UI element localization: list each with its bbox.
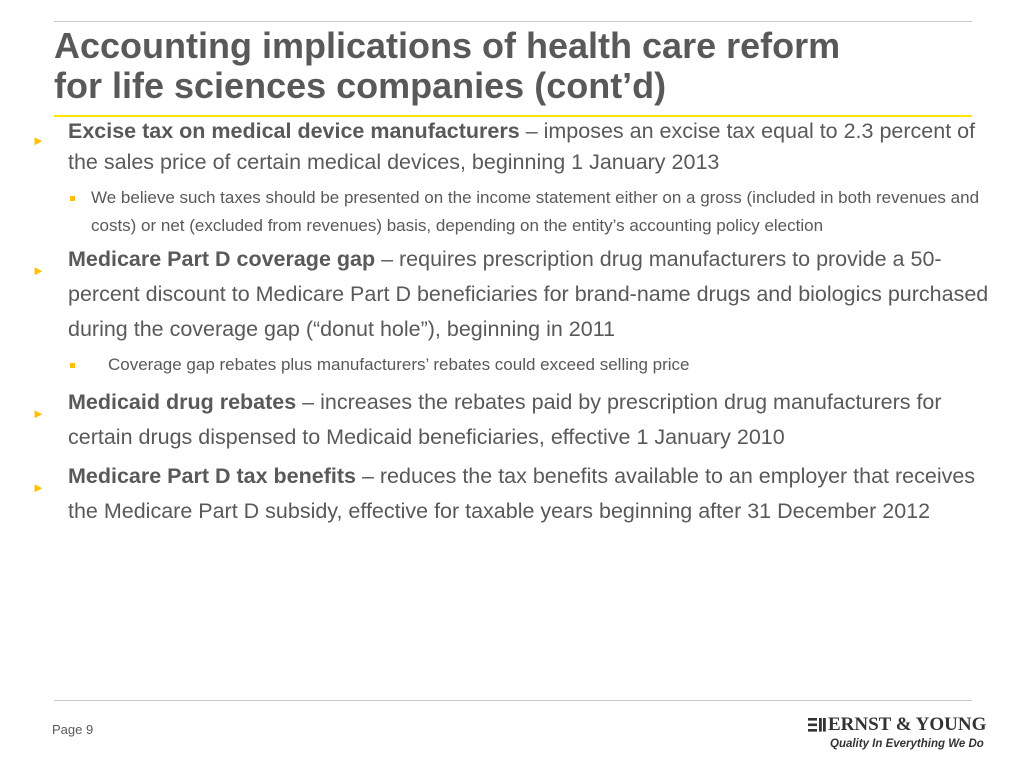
title-line-1: Accounting implications of health care r…: [54, 25, 841, 66]
triangle-bullet-icon: ►: [32, 133, 45, 148]
bullet-text: – reduces the tax benefits available to …: [68, 464, 976, 523]
slide-title: Accounting implications of health care r…: [54, 26, 984, 106]
slide-body: ► Excise tax on medical device manufactu…: [30, 116, 1002, 529]
bullet-heading: Excise tax on medical device manufacture…: [68, 119, 520, 143]
bullet-text: – imposes an excise tax equal to 2.3 per…: [68, 119, 976, 174]
bullet-tax-benefits: ► Medicare Part D tax benefits – reduces…: [30, 459, 1002, 529]
bullet-heading: Medicare Part D coverage gap: [68, 247, 376, 271]
page-number: Page 9: [52, 722, 94, 737]
bullet-text: – requires prescription drug manufacture…: [68, 247, 989, 341]
square-bullet-icon: [70, 363, 75, 368]
triangle-bullet-icon: ►: [32, 263, 45, 278]
company-logo: ERNST & YOUNG Quality In Everything We D…: [808, 714, 986, 754]
sub-bullet-text: We believe such taxes should be presente…: [91, 188, 980, 235]
bullet-medicaid-rebates: ► Medicaid drug rebates – increases the …: [30, 385, 1002, 455]
title-underline: [54, 115, 972, 117]
bullet-coverage-gap: ► Medicare Part D coverage gap – require…: [30, 242, 1002, 347]
triangle-bullet-icon: ►: [32, 406, 45, 421]
logo-mark-icon: [808, 718, 826, 732]
bullet-heading: Medicaid drug rebates: [68, 390, 297, 414]
bullet-heading: Medicare Part D tax benefits: [68, 464, 356, 488]
sub-bullet-text: Coverage gap rebates plus manufacturers’…: [108, 355, 690, 374]
sub-bullet-excise-tax: We believe such taxes should be presente…: [30, 184, 1002, 240]
bullet-text: – increases the rebates paid by prescrip…: [68, 390, 942, 449]
sub-bullet-coverage-gap: Coverage gap rebates plus manufacturers’…: [30, 351, 1002, 379]
top-divider: [54, 21, 972, 22]
logo-brand-text: ERNST & YOUNG: [828, 714, 987, 735]
bullet-excise-tax: ► Excise tax on medical device manufactu…: [30, 116, 1002, 178]
title-line-2: for life sciences companies (cont’d): [54, 65, 667, 106]
bottom-divider: [54, 700, 972, 701]
triangle-bullet-icon: ►: [32, 480, 45, 495]
square-bullet-icon: [70, 196, 75, 201]
logo-tagline: Quality In Everything We Do: [830, 738, 984, 750]
